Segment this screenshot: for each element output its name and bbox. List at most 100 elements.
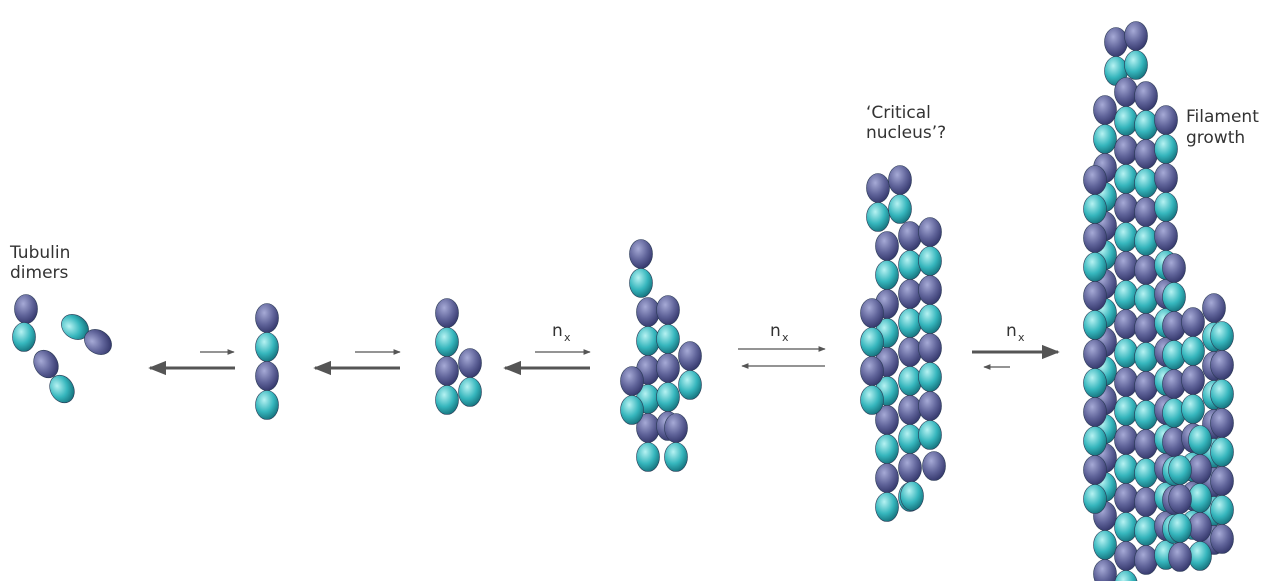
tubulin-subunit <box>1115 107 1138 136</box>
tubulin-subunit <box>1182 366 1205 395</box>
tubulin-subunit <box>899 367 922 396</box>
tubulin-subunit <box>1189 542 1212 571</box>
tubulin-subunit <box>876 464 899 493</box>
tubulin-subunit <box>861 328 884 357</box>
tubulin-subunit <box>1135 546 1158 575</box>
tubulin-subunit <box>1115 484 1138 513</box>
tubulin-subunit <box>899 425 922 454</box>
tubulin-subunit <box>1125 22 1148 51</box>
tubulin-subunit <box>1155 193 1178 222</box>
tubulin-subunit <box>1115 368 1138 397</box>
tubulin-subunit <box>1182 337 1205 366</box>
tubulin-subunit <box>13 323 36 352</box>
tubulin-subunit <box>1135 82 1158 111</box>
tubulin-subunit <box>1084 311 1107 340</box>
tubulin-subunit <box>861 357 884 386</box>
tubulin-subunit <box>1094 125 1117 154</box>
tubulin-subunit <box>1115 310 1138 339</box>
arrow-subscript: x <box>1018 331 1025 344</box>
tubulin-subunit <box>1094 560 1117 581</box>
tubulin-subunit <box>1211 525 1234 554</box>
tubulin-subunit <box>1135 517 1158 546</box>
tubulin-subunit <box>1084 224 1107 253</box>
tubulin-subunit <box>1182 395 1205 424</box>
tubulin-subunit <box>919 305 942 334</box>
tubulin-subunit <box>889 166 912 195</box>
tubulin-subunit <box>630 240 653 269</box>
tubulin-subunit <box>630 269 653 298</box>
label-line: Filament <box>1186 107 1259 127</box>
tubulin-subunit <box>1189 484 1212 513</box>
tubulin-subunit <box>665 443 688 472</box>
tubulin-subunit <box>637 298 660 327</box>
tubulin-subunit <box>867 174 890 203</box>
tubulin-subunit <box>899 309 922 338</box>
tubulin-subunit <box>1135 488 1158 517</box>
tubulin-subunit <box>1105 28 1128 57</box>
tubulin-subunit <box>861 386 884 415</box>
tubulin-subunit <box>1189 426 1212 455</box>
tubulin-subunit <box>1163 254 1186 283</box>
arrow-label: n <box>552 321 563 341</box>
tubulin-subunit <box>637 327 660 356</box>
arrow-subscript: x <box>564 331 571 344</box>
tubulin-subunit <box>1135 343 1158 372</box>
tubulin-subunit <box>1084 166 1107 195</box>
tubulin-subunit <box>256 391 279 420</box>
tubulin-subunit <box>1135 198 1158 227</box>
tubulin-subunit <box>867 203 890 232</box>
tubulin-subunit <box>1155 222 1178 251</box>
tubulin-subunit <box>901 482 924 511</box>
tubulin-subunit <box>1115 165 1138 194</box>
tubulin-subunit <box>1169 456 1192 485</box>
tubulin-subunit <box>1211 351 1234 380</box>
tubulin-subunit <box>256 304 279 333</box>
tubulin-subunit <box>1135 459 1158 488</box>
tubulin-subunit <box>1084 282 1107 311</box>
tubulin-subunit <box>256 333 279 362</box>
tubulin-subunit <box>1135 227 1158 256</box>
tubulin-subunit <box>1115 513 1138 542</box>
tubulin-subunit <box>1189 455 1212 484</box>
tubulin-subunit <box>1135 285 1158 314</box>
tubulin-subunit <box>1115 339 1138 368</box>
tubulin-subunit <box>1211 380 1234 409</box>
tubulin-subunit <box>459 378 482 407</box>
tubulin-subunit <box>919 392 942 421</box>
tubulin-subunit <box>876 493 899 522</box>
tubulin-subunit <box>919 247 942 276</box>
tubulin-subunit <box>1084 456 1107 485</box>
tubulin-subunit <box>1084 253 1107 282</box>
tubulin-subunit <box>889 195 912 224</box>
label-line: Tubulin <box>9 243 70 263</box>
label-line: growth <box>1186 128 1245 148</box>
tubulin-subunit <box>1135 140 1158 169</box>
tubulin-subunit <box>876 232 899 261</box>
tubulin-subunit <box>876 435 899 464</box>
tubulin-subunit <box>1163 283 1186 312</box>
tubulin-subunit <box>1115 426 1138 455</box>
tubulin-subunit <box>1135 372 1158 401</box>
tubulin-subunit <box>621 396 644 425</box>
tubulin-subunit <box>1115 542 1138 571</box>
label-line: ‘Critical <box>866 103 931 123</box>
tubulin-subunit <box>621 367 644 396</box>
tubulin-subunit <box>15 295 38 324</box>
tubulin-subunit <box>1115 397 1138 426</box>
tubulin-subunit <box>919 421 942 450</box>
tubulin-subunit <box>1135 111 1158 140</box>
tubulin-subunit <box>1135 401 1158 430</box>
tubulin-subunit <box>919 218 942 247</box>
tubulin-subunit <box>637 443 660 472</box>
tubulin-subunit <box>679 342 702 371</box>
tubulin-subunit <box>861 299 884 328</box>
tubulin-subunit <box>1084 398 1107 427</box>
tubulin-subunit <box>1115 252 1138 281</box>
tubulin-subunit <box>1115 281 1138 310</box>
tubulin-subunit <box>899 280 922 309</box>
tubulin-subunit <box>1211 467 1234 496</box>
tubulin-subunit <box>876 261 899 290</box>
subunits <box>13 22 1234 581</box>
tubulin-subunit <box>1135 314 1158 343</box>
arrow-subscript: x <box>782 331 789 344</box>
